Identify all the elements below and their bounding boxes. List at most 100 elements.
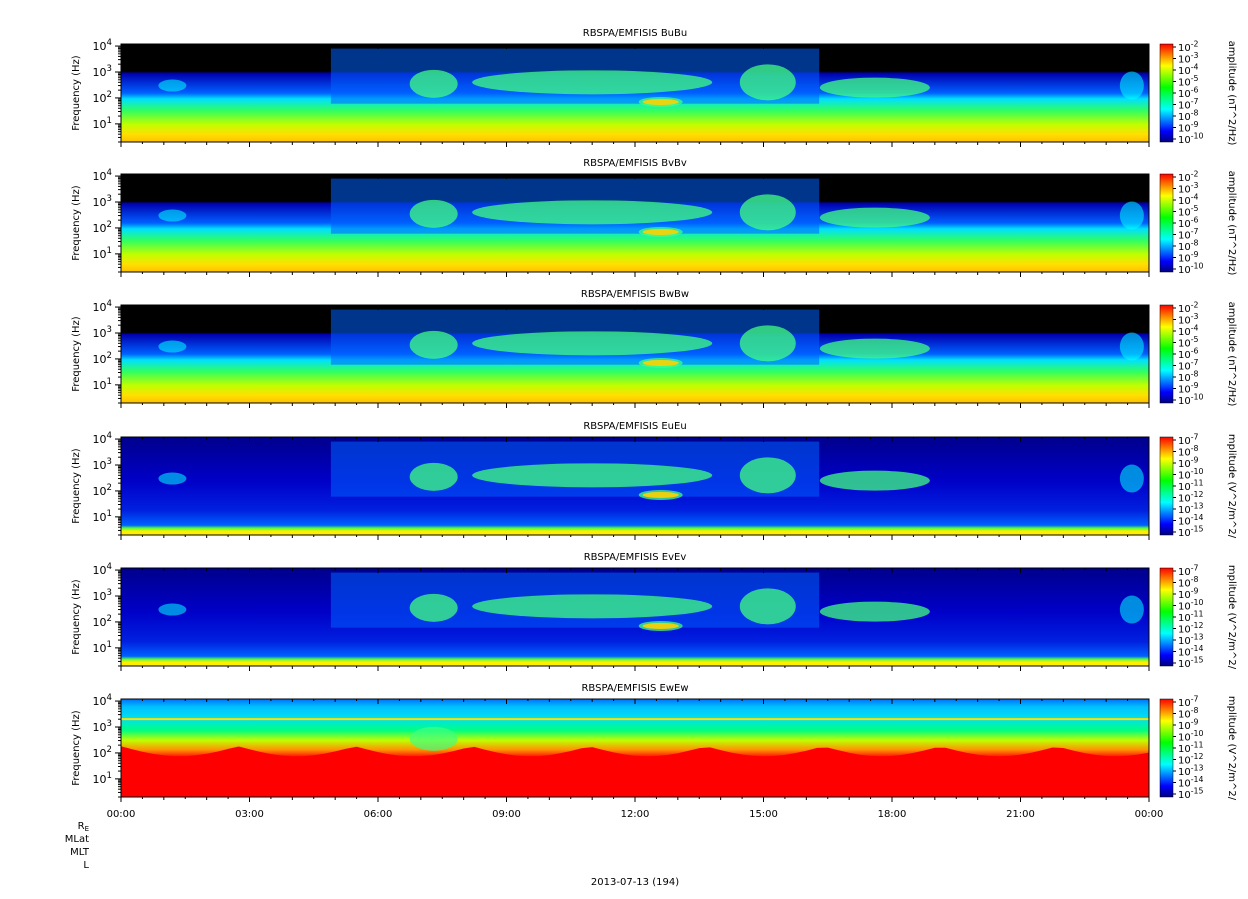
tick-exponent: 2 — [107, 90, 112, 100]
colorbar-tick-label: 10-12 — [1178, 752, 1204, 767]
tick-exponent: -8 — [1191, 370, 1199, 379]
tick-exponent: -2 — [1191, 170, 1199, 179]
colorbar-tick-label: 10-6 — [1178, 347, 1199, 362]
date-label: 2013-07-13 (194) — [591, 877, 679, 888]
y-tick-label: 101 — [93, 246, 112, 261]
tick-exponent: -6 — [1191, 216, 1199, 225]
tick-base: 10 — [1178, 602, 1191, 613]
tick-base: 10 — [93, 92, 107, 105]
colorbar-tick-label: 10-11 — [1178, 479, 1204, 494]
colorbar-tick-label: 10-4 — [1178, 193, 1199, 208]
wave-emission-blob — [158, 79, 187, 92]
tick-base: 10 — [1178, 721, 1191, 732]
panel-title: RBSPA/EMFISIS BvBv — [583, 158, 687, 169]
tick-base: 10 — [1178, 185, 1191, 196]
tick-exponent: -5 — [1191, 74, 1199, 83]
spectrogram-area — [121, 699, 1149, 797]
tick-base: 10 — [1178, 362, 1191, 373]
colorbar-tick-label: 10-2 — [1178, 301, 1199, 316]
wave-emission-blob — [739, 588, 796, 625]
panel-2: RBSPA/EMFISIS BvBv101102103104Frequency … — [71, 158, 1237, 277]
tick-exponent: -8 — [1191, 444, 1199, 453]
tick-base: 10 — [93, 459, 107, 472]
y-tick-label: 104 — [93, 299, 112, 314]
wave-emission-blob — [739, 194, 796, 231]
tick-base: 10 — [93, 301, 107, 314]
colorbar-tick-label: 10-3 — [1178, 51, 1199, 66]
panel-3: RBSPA/EMFISIS BwBw101102103104Frequency … — [71, 289, 1237, 408]
tick-exponent: -9 — [1191, 718, 1199, 727]
colorbar-tick-label: 10-14 — [1178, 775, 1204, 790]
tick-exponent: -11 — [1191, 610, 1204, 619]
tick-exponent: -2 — [1191, 40, 1199, 49]
colorbar-tick-label: 10-7 — [1178, 97, 1199, 112]
tick-exponent: 4 — [107, 168, 112, 178]
wave-emission-blob — [819, 338, 930, 359]
tick-base: 10 — [1178, 448, 1191, 459]
tick-base: 10 — [1178, 66, 1191, 77]
y-tick-label: 102 — [93, 90, 112, 105]
y-tick-label: 104 — [93, 168, 112, 183]
y-tick-label: 103 — [93, 457, 112, 472]
tick-exponent: 1 — [107, 640, 112, 650]
wave-emission-blob — [409, 593, 458, 622]
tick-base: 10 — [1178, 459, 1191, 470]
tick-base: 10 — [93, 695, 107, 708]
tick-exponent: 4 — [107, 38, 112, 48]
y-tick-label: 103 — [93, 325, 112, 340]
tick-base: 10 — [1178, 135, 1191, 146]
colorbar-label: amplitude (nT^2/Hz) — [1226, 302, 1237, 407]
panel-4: RBSPA/EMFISIS EuEu101102103104Frequency … — [71, 421, 1237, 540]
y-tick-label: 103 — [93, 64, 112, 79]
x-tick-label: 18:00 — [878, 809, 907, 820]
wave-emission-blob — [739, 64, 796, 101]
tick-base: 10 — [93, 616, 107, 629]
tick-base: 10 — [1178, 242, 1191, 253]
x-tick-label: 09:00 — [492, 809, 521, 820]
wave-emission-blob — [472, 331, 713, 356]
tick-exponent: -9 — [1191, 381, 1199, 390]
y-tick-label: 101 — [93, 771, 112, 786]
tick-exponent: 3 — [107, 64, 112, 74]
tick-base: 10 — [1178, 196, 1191, 207]
tick-exponent: -14 — [1191, 775, 1204, 784]
high-amplitude-region — [121, 746, 1149, 797]
colorbar-tick-label: 10-3 — [1178, 181, 1199, 196]
colorbar: 10-210-310-410-510-610-710-810-910-10 amp… — [1159, 301, 1237, 407]
colorbar-tick-label: 10-8 — [1178, 109, 1199, 124]
tick-exponent: -7 — [1191, 564, 1199, 573]
tick-base: 10 — [1178, 254, 1191, 265]
tick-base: 10 — [1178, 659, 1191, 670]
y-axis-label: Frequency (Hz) — [71, 710, 82, 786]
colorbar-gradient — [1159, 567, 1174, 667]
wave-emission-core — [642, 491, 679, 498]
colorbar-gradient — [1159, 173, 1174, 273]
y-tick-label: 102 — [93, 745, 112, 760]
tick-exponent: -4 — [1191, 63, 1199, 72]
x-tick-label: 21:00 — [1006, 809, 1035, 820]
colorbar-tick-label: 10-8 — [1178, 444, 1199, 459]
y-tick-label: 101 — [93, 640, 112, 655]
tick-exponent: -6 — [1191, 347, 1199, 356]
wave-emission-blob — [819, 77, 930, 98]
colorbar-tick-label: 10-9 — [1178, 718, 1199, 733]
spectrogram-area — [121, 568, 1149, 666]
tick-exponent: -4 — [1191, 324, 1199, 333]
y-tick-label: 101 — [93, 116, 112, 131]
spectrogram-area — [121, 44, 1149, 142]
y-tick-label: 103 — [93, 194, 112, 209]
tick-exponent: -10 — [1191, 598, 1204, 607]
colorbar-tick-label: 10-2 — [1178, 40, 1199, 55]
tick-base: 10 — [93, 773, 107, 786]
colorbar-label: mplitude (V^2/m^2/ — [1226, 434, 1237, 539]
wave-emission-blob — [739, 325, 796, 362]
spectrogram-area — [121, 174, 1149, 272]
tick-exponent: -14 — [1191, 644, 1204, 653]
wave-emission-blob — [1119, 71, 1144, 100]
colorbar-gradient — [1159, 304, 1174, 404]
tick-base: 10 — [1178, 625, 1191, 636]
tick-exponent: 1 — [107, 771, 112, 781]
tick-base: 10 — [1178, 567, 1191, 578]
tick-base: 10 — [1178, 385, 1191, 396]
tick-base: 10 — [1178, 613, 1191, 624]
